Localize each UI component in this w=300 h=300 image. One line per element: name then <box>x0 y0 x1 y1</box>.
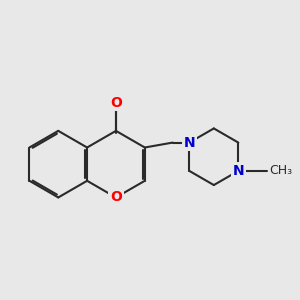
Text: N: N <box>232 164 244 178</box>
Text: CH₃: CH₃ <box>269 164 292 177</box>
Text: O: O <box>110 95 122 110</box>
Text: O: O <box>110 190 122 205</box>
Text: N: N <box>184 136 195 150</box>
